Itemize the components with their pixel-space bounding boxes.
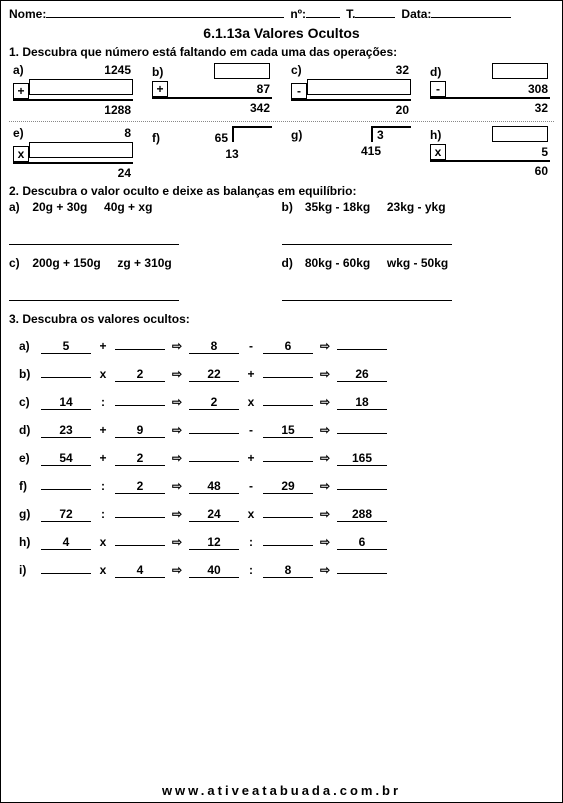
q3-row: f):2⇨48-29⇨ (9, 476, 554, 494)
q1-problem: e)8x24 (13, 126, 133, 180)
q3-row: c)14:⇨2x⇨18 (9, 392, 554, 410)
q3-row: h)4x⇨12:⇨6 (9, 532, 554, 550)
nome-label: Nome: (9, 7, 46, 21)
header-row: Nome: nº: T. Data: (9, 7, 554, 21)
q1-problem: b)+87342 (152, 63, 272, 117)
q1-problem: c)32-20 (291, 63, 411, 117)
footer-url: www.ativeatabuada.com.br (1, 783, 562, 798)
q3-container: a)5+⇨8-6⇨ b)x2⇨22+⇨26 c)14:⇨2x⇨18 d)23+9⇨-1… (9, 336, 554, 578)
q1-problem: h)x560 (430, 126, 550, 180)
worksheet-page: Nome: nº: T. Data: 6.1.13a Valores Ocult… (0, 0, 563, 803)
q3-row: i)x4⇨40:8⇨ (9, 560, 554, 578)
q3-row: a)5+⇨8-6⇨ (9, 336, 554, 354)
q2-item: a) 20g + 30g 40g + xg (9, 200, 282, 248)
page-title: 6.1.13a Valores Ocultos (9, 25, 554, 41)
q1-problem: a)1245+1288 (13, 63, 133, 117)
q1-problem: f)6513 (152, 126, 272, 180)
nome-field[interactable] (46, 17, 284, 18)
q2-item: d) 80kg - 60kg wkg - 50kg (282, 256, 555, 304)
q1-container: a)1245+1288 b)+87342 c)32-20 d)-30832 e)8x24… (9, 63, 554, 180)
q2-text: 2. Descubra o valor oculto e deixe as ba… (9, 184, 554, 198)
q2-item: b) 35kg - 18kg 23kg - ykg (282, 200, 555, 248)
n-label: nº: (290, 7, 306, 21)
q1-problem: d)-30832 (430, 63, 550, 117)
t-field[interactable] (355, 17, 395, 18)
q3-row: d)23+9⇨-15⇨ (9, 420, 554, 438)
q1-problem: g)3415 (291, 126, 411, 180)
data-label: Data: (401, 7, 431, 21)
n-field[interactable] (306, 17, 340, 18)
q3-text: 3. Descubra os valores ocultos: (9, 312, 554, 326)
q1-text: 1. Descubra que número está faltando em … (9, 45, 554, 59)
q3-row: b)x2⇨22+⇨26 (9, 364, 554, 382)
q2-container: a) 20g + 30g 40g + xgb) 35kg - 18kg 23kg… (9, 200, 554, 304)
q3-row: g)72:⇨24x⇨288 (9, 504, 554, 522)
t-label: T. (346, 7, 355, 21)
q2-item: c) 200g + 150g zg + 310g (9, 256, 282, 304)
q3-row: e)54+2⇨+⇨165 (9, 448, 554, 466)
data-field[interactable] (431, 17, 511, 18)
